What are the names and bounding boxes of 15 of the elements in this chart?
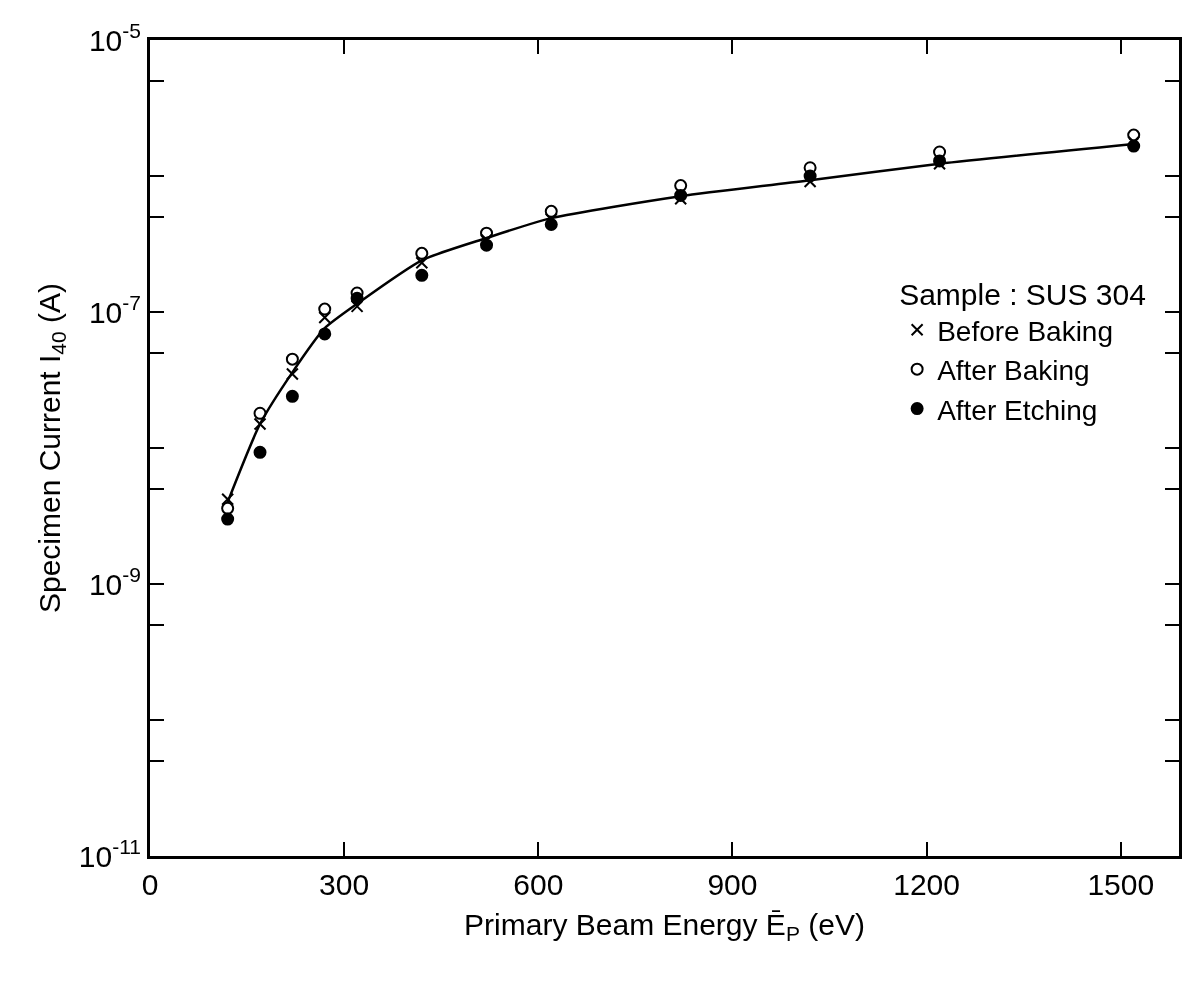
x-tick-label: 1200 bbox=[893, 868, 960, 901]
y-tick-label: 10$^{-11}$ bbox=[78, 834, 141, 873]
legend-label: Before Baking bbox=[937, 315, 1114, 347]
y-tick-label: 10$^{-9}$ bbox=[88, 562, 141, 601]
x-tick-label: 900 bbox=[707, 868, 758, 901]
x-tick-label: 300 bbox=[319, 868, 370, 901]
y-tick-label: 10$^{-7}$ bbox=[88, 290, 141, 329]
legend-label: After Etching bbox=[937, 394, 1098, 426]
y-tick-label: 10$^{-5}$ bbox=[88, 18, 141, 57]
x-axis-title: Primary Beam Energy Ē$_{P}$ (eV) bbox=[464, 907, 865, 945]
legend-title: Sample : SUS 304 bbox=[899, 278, 1146, 312]
legend-label: After Baking bbox=[937, 355, 1090, 387]
x-tick-label: 600 bbox=[513, 868, 564, 901]
x-tick-label: 0 bbox=[141, 868, 159, 901]
x-tick-label: 1500 bbox=[1087, 868, 1155, 901]
